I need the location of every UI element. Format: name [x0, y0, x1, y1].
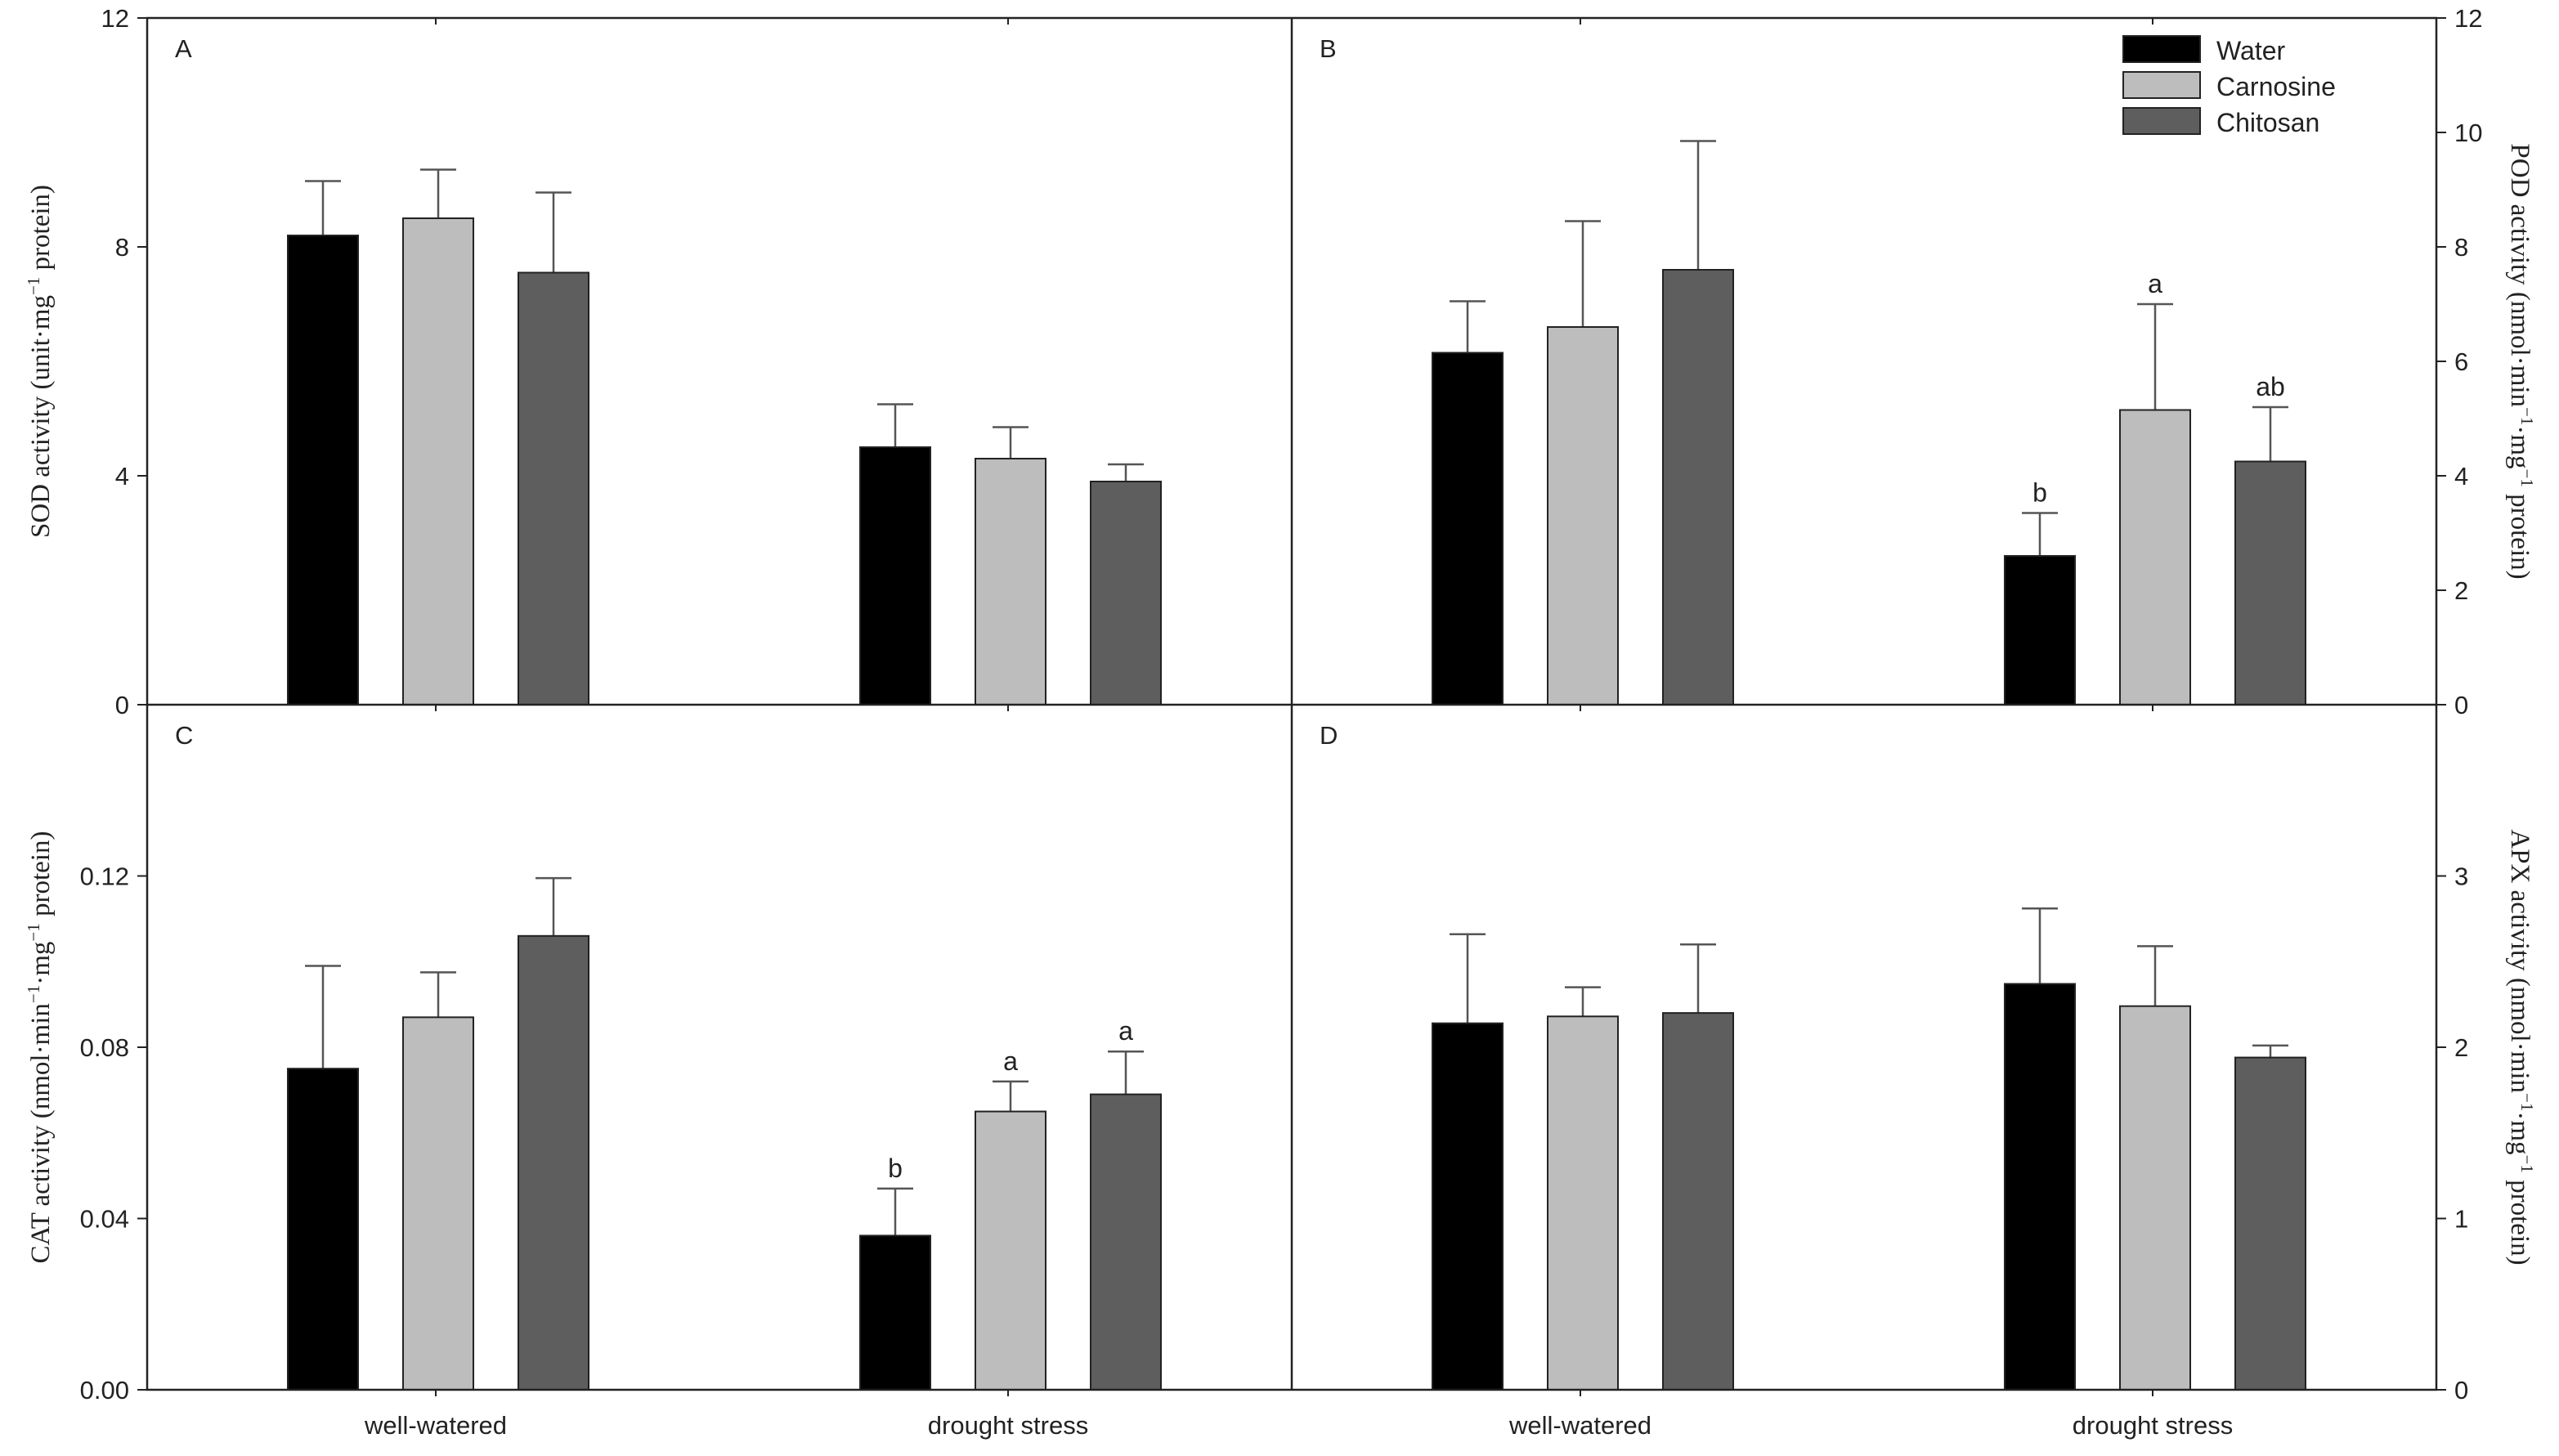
x-tick-label: well-watered — [364, 1411, 507, 1440]
bar-carnosine-well-watered — [402, 217, 474, 706]
bar-carnosine-drought-stress — [2119, 409, 2191, 706]
legend: Water Carnosine Chitosan — [2122, 35, 2336, 137]
y-axis-label-superscript: −1 — [2517, 469, 2537, 487]
significance-label: b — [888, 1154, 903, 1183]
bar-water-drought-stress — [859, 1234, 931, 1391]
y-axis-label: SOD activity (unit·mg−1 protein) — [24, 185, 56, 538]
bar-chitosan-drought-stress — [1090, 481, 1162, 706]
bar-carnosine-drought-stress — [2119, 1005, 2191, 1391]
y-axis-label-part: protein) — [2505, 487, 2534, 580]
y-tick-label: 12 — [101, 4, 129, 33]
y-axis-label-part: protein) — [26, 831, 56, 924]
legend-label-carnosine: Carnosine — [2216, 72, 2336, 101]
y-axis-label-part: POD activity (nmol·min — [2505, 143, 2534, 407]
panel-label: B — [1320, 34, 1337, 63]
legend-swatch-carnosine — [2122, 71, 2201, 99]
y-tick-label: 0.12 — [80, 862, 129, 891]
bar-carnosine-well-watered — [1547, 326, 1619, 706]
x-tick-label: drought stress — [2073, 1411, 2233, 1440]
y-axis-label-part: ·mg — [2505, 425, 2534, 468]
bar-chitosan-well-watered — [1662, 269, 1734, 706]
y-axis-label-part: ·mg — [2505, 1111, 2534, 1154]
y-tick-label: 2 — [2454, 1033, 2468, 1062]
legend-label-water: Water — [2216, 36, 2286, 65]
y-tick-label: 0 — [2454, 691, 2468, 719]
y-tick-label: 8 — [115, 233, 129, 262]
bar-chitosan-drought-stress — [1090, 1093, 1162, 1391]
panel-label: C — [175, 721, 193, 750]
bar-water-well-watered — [287, 235, 359, 706]
y-axis-label-part: SOD activity (unit·mg — [26, 295, 56, 538]
bar-carnosine-well-watered — [1547, 1015, 1619, 1391]
significance-label: ab — [2256, 372, 2285, 401]
bar-chitosan-drought-stress — [2234, 1056, 2306, 1391]
x-tick-label: well-watered — [1508, 1411, 1651, 1440]
y-tick-label: 10 — [2454, 119, 2482, 147]
y-axis-label-part: protein) — [26, 185, 56, 277]
bar-water-drought-stress — [2004, 983, 2076, 1391]
y-tick-label: 4 — [2454, 462, 2468, 491]
y-axis-label-part: protein) — [2505, 1173, 2534, 1266]
y-tick-label: 8 — [2454, 233, 2468, 262]
y-tick-label: 3 — [2454, 862, 2468, 891]
bar-water-well-watered — [287, 1068, 359, 1391]
panel-label: A — [175, 34, 192, 63]
panel-a: A 0 4 8 12 SOD activity (unit·mg−1 protein) — [24, 4, 1162, 719]
y-tick-label: 1 — [2454, 1205, 2468, 1234]
y-axis-label: APX activity (nmol·min−1·mg−1 protein) — [2505, 829, 2537, 1265]
legend-label-chitosan: Chitosan — [2216, 108, 2319, 137]
legend-swatch-water — [2122, 35, 2201, 63]
y-tick-label: 12 — [2454, 4, 2482, 33]
y-tick-label: 0.00 — [80, 1376, 129, 1404]
x-tick-label: drought stress — [928, 1411, 1088, 1440]
y-tick-label: 0.04 — [80, 1205, 129, 1234]
y-axis-label: CAT activity (nmol·min−1·mg−1 protein) — [24, 831, 56, 1264]
y-axis-label-part: ·mg — [26, 942, 56, 985]
significance-label: b — [2032, 478, 2047, 508]
y-axis-label-superscript: −1 — [2517, 407, 2537, 425]
y-axis-label-superscript: −1 — [24, 985, 43, 1003]
bar-water-well-watered — [1432, 1022, 1504, 1391]
legend-swatch-chitosan — [2122, 107, 2201, 135]
y-tick-label: 0 — [2454, 1376, 2468, 1404]
bar-chitosan-well-watered — [518, 271, 589, 706]
y-tick-label: 0.08 — [80, 1033, 129, 1062]
significance-label: a — [1003, 1046, 1018, 1076]
y-axis-label-superscript: −1 — [24, 923, 43, 941]
bar-chitosan-drought-stress — [2234, 460, 2306, 706]
y-tick-label: 0 — [115, 691, 129, 719]
bar-water-well-watered — [1432, 352, 1504, 706]
y-axis-label-part: CAT activity (nmol·min — [26, 1003, 56, 1263]
y-axis-label: POD activity (nmol·min−1·mg−1 protein) — [2505, 143, 2537, 579]
bar-chitosan-well-watered — [518, 934, 589, 1391]
y-axis-label-part: APX activity (nmol·min — [2505, 829, 2534, 1093]
y-axis-label-superscript: −1 — [2517, 1093, 2537, 1111]
bar-water-drought-stress — [2004, 555, 2076, 706]
bar-carnosine-well-watered — [402, 1016, 474, 1391]
bar-carnosine-drought-stress — [975, 458, 1046, 706]
y-axis-label-superscript: −1 — [2517, 1155, 2537, 1173]
y-tick-label: 4 — [115, 462, 129, 491]
bar-chitosan-well-watered — [1662, 1012, 1734, 1391]
y-tick-label: 6 — [2454, 347, 2468, 376]
significance-label: a — [1118, 1016, 1133, 1046]
bar-water-drought-stress — [859, 446, 931, 706]
bar-carnosine-drought-stress — [975, 1110, 1046, 1391]
significance-label: a — [2148, 269, 2162, 298]
y-axis-label-superscript: −1 — [24, 277, 43, 295]
y-tick-label: 2 — [2454, 576, 2468, 605]
panel-label: D — [1320, 721, 1338, 750]
